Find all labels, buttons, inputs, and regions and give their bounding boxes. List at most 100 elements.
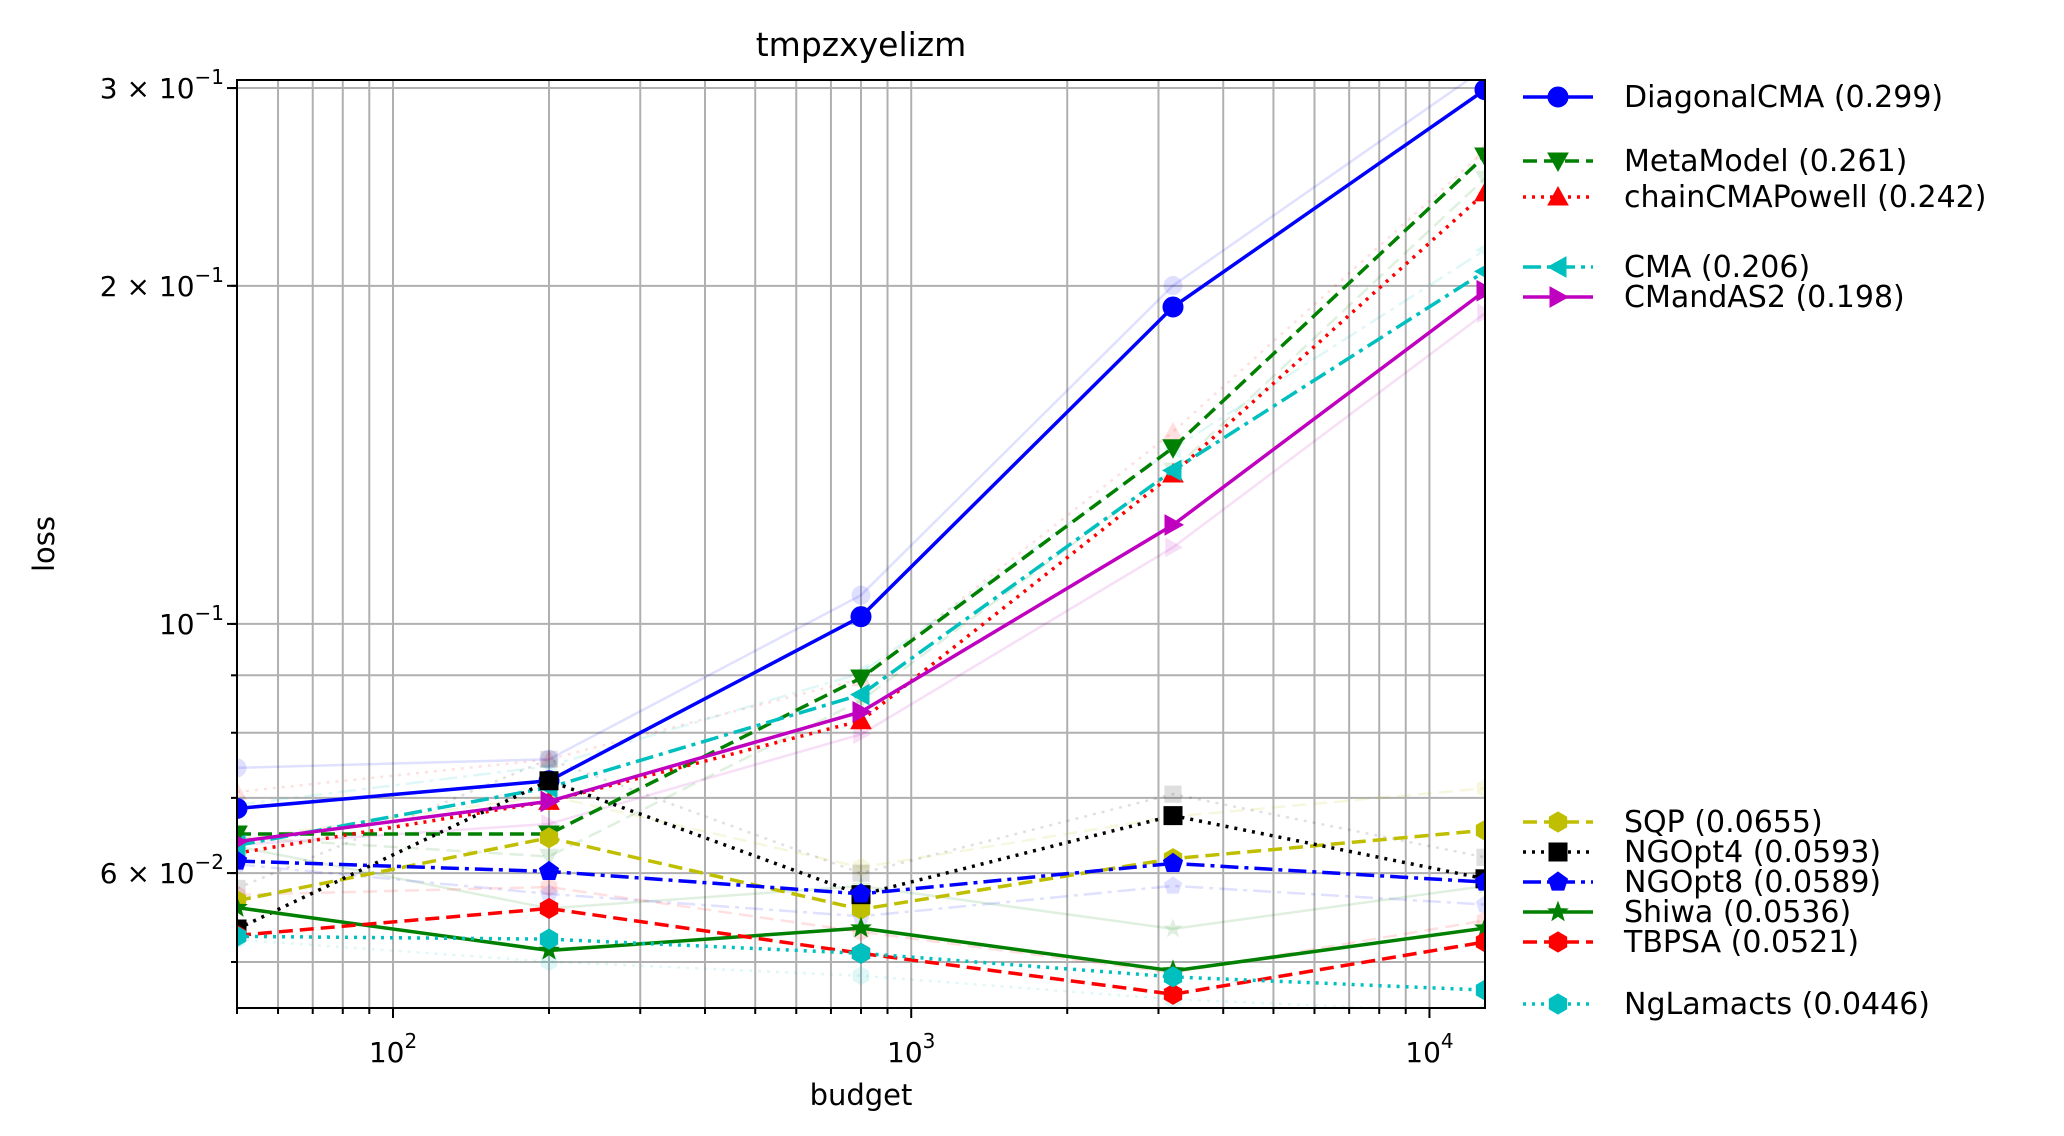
background-run-line (237, 80, 1471, 770)
legend-label-10: NgLamacts (0.0446) (1624, 987, 1930, 1022)
series-line-3 (237, 269, 1485, 848)
point-s2-4 (1474, 181, 1485, 202)
y-tick-label: 3 × 10−1 (100, 65, 224, 105)
point-s4-3 (1164, 514, 1185, 536)
series-line-10 (237, 934, 1485, 992)
background-run-marker (1165, 537, 1184, 558)
x-ticks: 102 103 104 (236, 1008, 1454, 1069)
background-run-marker (853, 724, 872, 745)
background-run-line (237, 757, 1485, 890)
legend-marker-7 (1547, 871, 1569, 891)
y-tick-label: 6 × 10−2 (100, 850, 224, 890)
series-lines (237, 80, 1485, 1005)
point-s10-1 (539, 928, 559, 950)
background-run-marker (1475, 170, 1485, 189)
background-run-marker (1164, 785, 1182, 803)
legend: DiagonalCMA (0.299) MetaModel (0.261)chai… (1523, 80, 1986, 1022)
x-axis-label: budget (810, 1078, 913, 1112)
legend-marker-10 (1548, 993, 1568, 1015)
point-s1-4 (1474, 147, 1485, 168)
grid (236, 80, 1485, 1008)
point-s4-4 (1476, 279, 1485, 302)
legend-marker-1 (1547, 152, 1569, 173)
legend-label-5: SQP (0.0655) (1624, 805, 1823, 840)
point-s0-0 (237, 797, 248, 819)
point-s3-3 (1161, 459, 1182, 482)
legend-label-8: Shiwa (0.0536) (1624, 895, 1851, 930)
point-s9-1 (539, 897, 559, 920)
point-s7-1 (538, 860, 560, 881)
background-run-marker (237, 879, 246, 897)
legend-label-9: TBPSA (0.0521) (1623, 925, 1859, 960)
point-s10-0 (237, 925, 247, 947)
point-s3-2 (849, 683, 870, 706)
point-s7-0 (237, 850, 248, 870)
legend-label-1: MetaModel (0.261) (1624, 144, 1907, 179)
legend-marker-2 (1547, 185, 1569, 206)
point-s5-4 (1475, 819, 1485, 841)
background-run-marker (237, 781, 247, 800)
background-run-marker (852, 966, 870, 986)
background-run-marker (539, 848, 559, 867)
point-s1-3 (1162, 439, 1184, 459)
legend-label-4: CMandAS2 (0.198) (1624, 280, 1905, 315)
point-s6-1 (539, 771, 559, 791)
point-s1-2 (850, 669, 872, 690)
point-s8-0 (237, 896, 248, 917)
chart-title: tmpzxyelizm (756, 25, 967, 64)
legend-marker-3 (1546, 256, 1567, 278)
point-s7-4 (1474, 871, 1485, 891)
y-tick-label: 10−1 (159, 601, 224, 641)
legend-marker-4 (1549, 286, 1570, 308)
point-s0-4 (1474, 80, 1485, 101)
legend-label-3: CMA (0.206) (1624, 250, 1810, 285)
background-run-marker (539, 749, 559, 769)
background-run-marker (1163, 876, 1183, 894)
background-run-marker (1477, 303, 1485, 324)
y-axis-label: loss (27, 516, 61, 572)
background-run-line (237, 312, 1485, 847)
background-run-marker (1476, 778, 1485, 798)
x-tick-label: 104 (1405, 1029, 1453, 1069)
background-run-marker (540, 750, 558, 768)
point-s9-3 (1163, 983, 1183, 1005)
point-s6-3 (1163, 806, 1183, 826)
legend-marker-5 (1548, 811, 1568, 833)
point-s5-1 (539, 827, 559, 849)
background-run-marker (237, 758, 247, 778)
legend-marker-6 (1548, 842, 1568, 862)
point-s0-3 (1162, 296, 1184, 318)
point-s8-4 (1474, 916, 1485, 938)
legend-label-6: NGOpt4 (0.0593) (1624, 835, 1881, 870)
point-s7-2 (850, 883, 872, 903)
background-run-marker (540, 877, 558, 897)
background-run-marker (1163, 421, 1183, 440)
x-tick-label: 103 (887, 1029, 935, 1069)
background-run-marker (852, 864, 870, 882)
background-run-marker (852, 857, 870, 877)
point-s0-2 (850, 606, 872, 628)
y-tick-label: 2 × 10−1 (100, 263, 224, 303)
point-s10-4 (1475, 979, 1485, 1001)
background-run-marker (1163, 276, 1183, 296)
legend-label-0: DiagonalCMA (0.299) (1624, 80, 1943, 115)
legend-marker-9 (1548, 931, 1568, 953)
legend-marker-8 (1547, 900, 1569, 922)
background-run-marker (1163, 918, 1183, 938)
x-tick-label: 102 (369, 1029, 417, 1069)
background-run-marker (539, 749, 559, 768)
background-run-line (237, 149, 1485, 794)
legend-marker-0 (1547, 86, 1569, 108)
legend-label-7: NGOpt8 (0.0589) (1624, 865, 1881, 900)
background-run-line (237, 938, 1407, 1008)
background-run-marker (851, 585, 871, 605)
point-s7-3 (1162, 852, 1184, 873)
point-s4-1 (540, 790, 561, 813)
legend-label-2: chainCMAPowell (0.242) (1624, 180, 1986, 215)
y-ticks: 3 × 10−1 2 × 10−1 10−1 6 × 10−2 (100, 65, 237, 963)
point-s10-2 (851, 942, 871, 964)
background-run-marker (1475, 894, 1485, 913)
background-run-marker (1476, 1002, 1485, 1008)
point-s9-4 (1475, 931, 1485, 953)
